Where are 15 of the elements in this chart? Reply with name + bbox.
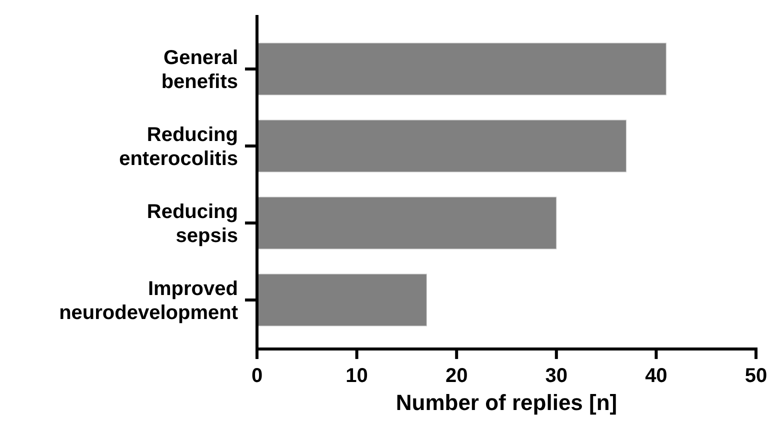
y-tick-label: Improved neurodevelopment xyxy=(59,278,238,324)
x-tick-label: 20 xyxy=(445,365,468,387)
x-tick-label: 40 xyxy=(645,365,668,387)
x-tick-label: 30 xyxy=(545,365,568,387)
bar xyxy=(256,196,557,250)
bar xyxy=(256,42,666,96)
x-tick-label: 50 xyxy=(744,365,768,387)
y-tick-label: Reducing enterocolitis xyxy=(119,124,238,170)
y-tick-label: Reducing sepsis xyxy=(146,201,238,247)
x-tick-label: 10 xyxy=(346,365,368,387)
y-tick-label: General benefits xyxy=(161,47,238,93)
x-axis-title: Number of replies [n] xyxy=(396,390,618,415)
bar xyxy=(256,120,627,172)
x-tick-label: 0 xyxy=(251,365,263,387)
bar xyxy=(256,274,427,326)
